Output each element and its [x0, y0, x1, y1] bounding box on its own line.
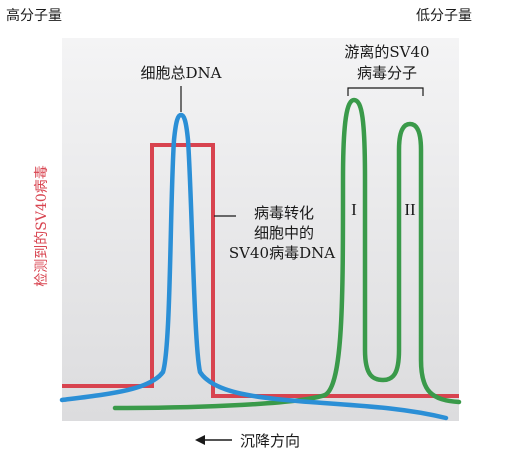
- sedimentation-arrow-icon: [195, 435, 205, 445]
- free-virus-label-line-2: 病毒分子: [357, 64, 417, 82]
- free-virus-label-line-1: 游离的SV40: [344, 43, 429, 61]
- x-axis-label: 沉降方向: [240, 432, 300, 450]
- peak-1-label: I: [351, 200, 357, 219]
- total-dna-label: 细胞总DNA: [141, 64, 222, 82]
- transformed-dna-label-line-1: 病毒转化: [254, 204, 314, 222]
- peak-2-label: II: [404, 200, 416, 219]
- y-axis-label: 检测到的SV40病毒: [34, 165, 50, 287]
- transformed-dna-label-line-3: SV40病毒DNA: [229, 244, 335, 262]
- low-molecular-weight-label: 低分子量: [416, 8, 472, 24]
- high-molecular-weight-label: 高分子量: [6, 7, 62, 24]
- transformed-dna-label-line-2: 细胞中的: [254, 224, 314, 242]
